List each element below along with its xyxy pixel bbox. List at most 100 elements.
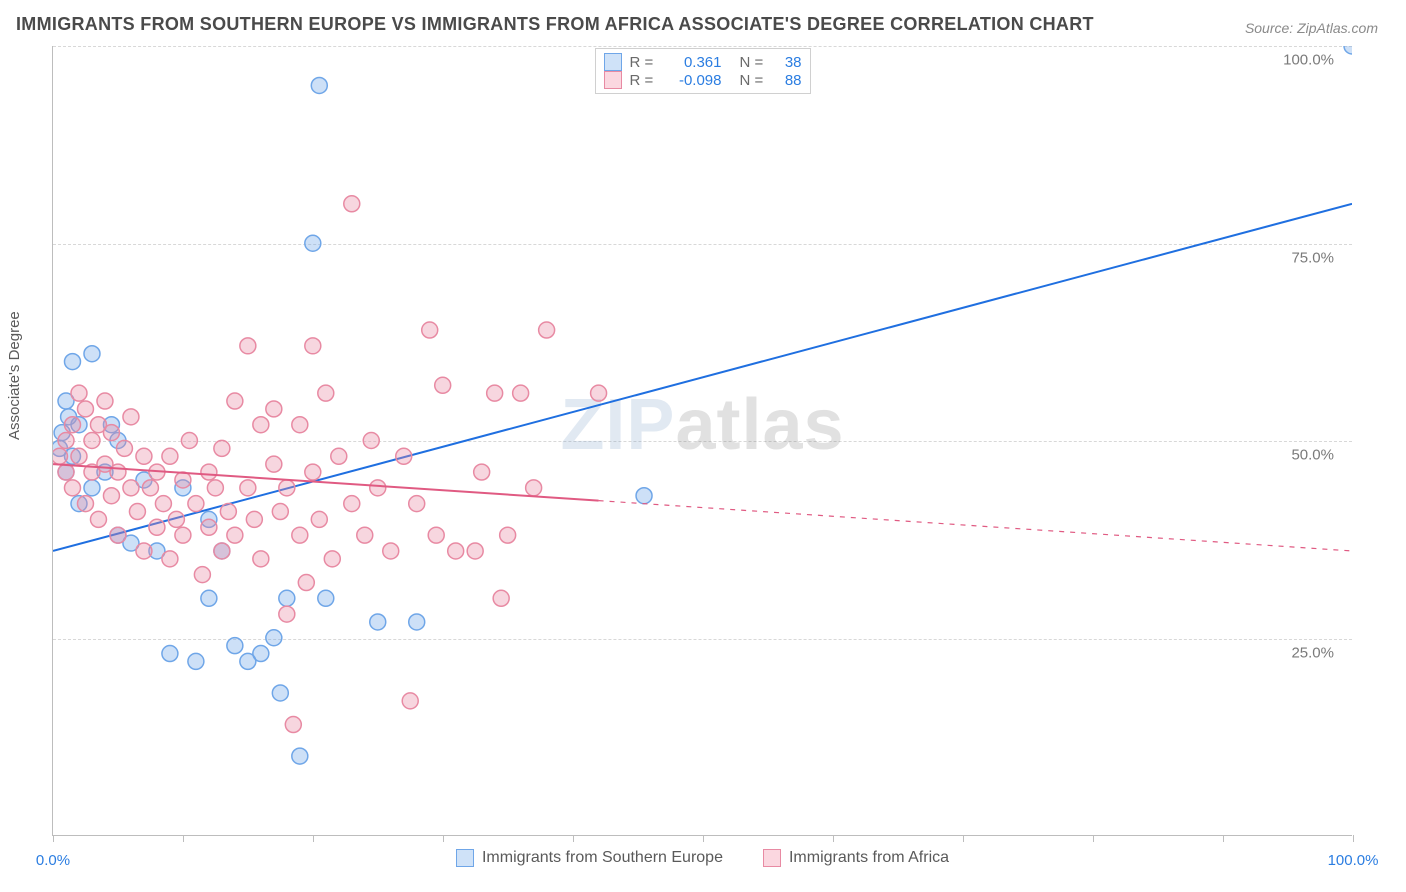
scatter-point [64,480,80,496]
scatter-point [266,630,282,646]
scatter-point [71,385,87,401]
scatter-point [71,448,87,464]
scatter-point [246,511,262,527]
scatter-point [77,401,93,417]
legend-series-item: Immigrants from Southern Europe [456,849,723,867]
scatter-point [272,685,288,701]
scatter-point [227,527,243,543]
scatter-point [240,480,256,496]
scatter-point [84,346,100,362]
legend-n-label: N = [740,72,768,89]
scatter-point [214,440,230,456]
scatter-point [64,354,80,370]
scatter-point [493,590,509,606]
scatter-point [220,504,236,520]
scatter-point [305,338,321,354]
legend-n-value: 88 [776,72,802,89]
x-tick [313,835,314,842]
scatter-point [311,77,327,93]
scatter-point [500,527,516,543]
legend-r-value: -0.098 [666,72,722,89]
scatter-point [97,393,113,409]
legend-swatch [604,53,622,71]
chart-title: IMMIGRANTS FROM SOUTHERN EUROPE VS IMMIG… [16,14,1094,35]
legend-row: R =-0.098N =88 [604,71,802,89]
scatter-point [363,433,379,449]
legend-swatch [604,71,622,89]
scatter-point [188,496,204,512]
x-tick [1093,835,1094,842]
legend-r-label: R = [630,54,658,71]
scatter-point [474,464,490,480]
scatter-point [90,511,106,527]
scatter-point [636,488,652,504]
legend-swatch [763,849,781,867]
scatter-point [253,646,269,662]
scatter-point [155,496,171,512]
scatter-point [292,748,308,764]
scatter-point [168,511,184,527]
scatter-point [487,385,503,401]
scatter-point [240,338,256,354]
scatter-point [370,614,386,630]
scatter-point [253,417,269,433]
legend-series-label: Immigrants from Africa [789,849,949,867]
legend-row: R =0.361N =38 [604,53,802,71]
scatter-point [292,527,308,543]
scatter-point [110,527,126,543]
scatter-point [123,480,139,496]
scatter-point [467,543,483,559]
legend-n-value: 38 [776,54,802,71]
scatter-point [207,480,223,496]
scatter-point [428,527,444,543]
scatter-point [279,590,295,606]
scatter-point [227,638,243,654]
scatter-point [84,480,100,496]
legend-series-item: Immigrants from Africa [763,849,949,867]
scatter-point [266,456,282,472]
scatter-point [149,519,165,535]
scatter-point [285,717,301,733]
scatter-point [129,504,145,520]
scatter-point [201,590,217,606]
legend-r-value: 0.361 [666,54,722,71]
scatter-point [175,527,191,543]
scatter-point [305,464,321,480]
scatter-point [311,511,327,527]
x-tick [183,835,184,842]
x-tick-label: 100.0% [1328,852,1379,869]
scatter-point [370,480,386,496]
scatter-point [318,385,334,401]
scatter-point [292,417,308,433]
x-tick [573,835,574,842]
scatter-point [279,480,295,496]
scatter-point [409,614,425,630]
scatter-point [331,448,347,464]
scatter-point [357,527,373,543]
scatter-point [435,377,451,393]
scatter-point [539,322,555,338]
scatter-point [409,496,425,512]
scatter-point [402,693,418,709]
x-tick [1223,835,1224,842]
scatter-point [448,543,464,559]
scatter-point [513,385,529,401]
legend-series-label: Immigrants from Southern Europe [482,849,723,867]
scatter-point [227,393,243,409]
scatter-point [58,464,74,480]
scatter-point [396,448,412,464]
scatter-point [344,196,360,212]
scatter-point [272,504,288,520]
scatter-point [162,646,178,662]
scatter-point [266,401,282,417]
scatter-point [84,433,100,449]
scatter-point [136,543,152,559]
x-tick-label: 0.0% [36,852,70,869]
regression-line-extrapolated [599,501,1352,551]
scatter-point [188,653,204,669]
scatter-point [162,551,178,567]
x-tick [833,835,834,842]
scatter-point [162,448,178,464]
scatter-point [181,433,197,449]
scatter-point [123,409,139,425]
